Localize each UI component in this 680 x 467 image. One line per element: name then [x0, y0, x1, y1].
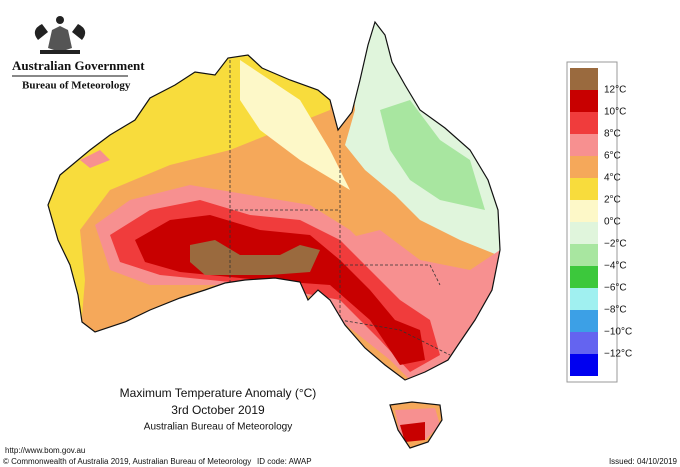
legend-label: 0°C	[604, 217, 621, 228]
legend: 12°C 10°C 8°C 6°C 4°C 2°C 0°C −2°C −4°C −6°C −8°C −…	[570, 68, 632, 376]
legend-swatch	[570, 288, 598, 310]
bureau-name: Bureau of Meteorology	[22, 80, 131, 92]
legend-swatch	[570, 332, 598, 354]
legend-swatch	[570, 244, 598, 266]
coastline	[47, 20, 501, 449]
id-code: ID code: AWAP	[257, 457, 312, 466]
legend-label: 12°C	[604, 85, 626, 96]
legend-label: 6°C	[604, 151, 621, 162]
caption-title: Maximum Temperature Anomaly (°C)	[120, 386, 317, 400]
caption-date: 3rd October 2019	[171, 403, 265, 417]
legend-label: 10°C	[604, 107, 626, 118]
crest	[34, 16, 86, 54]
url: http://www.bom.gov.au	[5, 446, 85, 455]
legend-swatch	[570, 68, 598, 90]
legend-label: −4°C	[604, 261, 627, 272]
legend-swatch	[570, 156, 598, 178]
legend-swatch	[570, 178, 598, 200]
legend-swatch	[570, 266, 598, 288]
legend-label: −6°C	[604, 283, 627, 294]
legend-swatch	[570, 134, 598, 156]
caption-source: Australian Bureau of Meteorology	[144, 422, 292, 433]
legend-swatch	[570, 200, 598, 222]
legend-label: 2°C	[604, 195, 621, 206]
legend-label: −12°C	[604, 349, 632, 360]
legend-label: −8°C	[604, 305, 627, 316]
legend-swatch	[570, 354, 598, 376]
legend-label: −10°C	[604, 327, 632, 338]
copyright: © Commonwealth of Australia 2019, Austra…	[3, 457, 251, 466]
legend-label: 4°C	[604, 173, 621, 184]
legend-swatch	[570, 90, 598, 112]
legend-swatch	[570, 222, 598, 244]
legend-label: −2°C	[604, 239, 627, 250]
legend-label: 8°C	[604, 129, 621, 140]
gov-name: Australian Government	[12, 58, 145, 73]
legend-swatch	[570, 112, 598, 134]
issued: Issued: 04/10/2019	[609, 457, 678, 466]
legend-swatch	[570, 310, 598, 332]
